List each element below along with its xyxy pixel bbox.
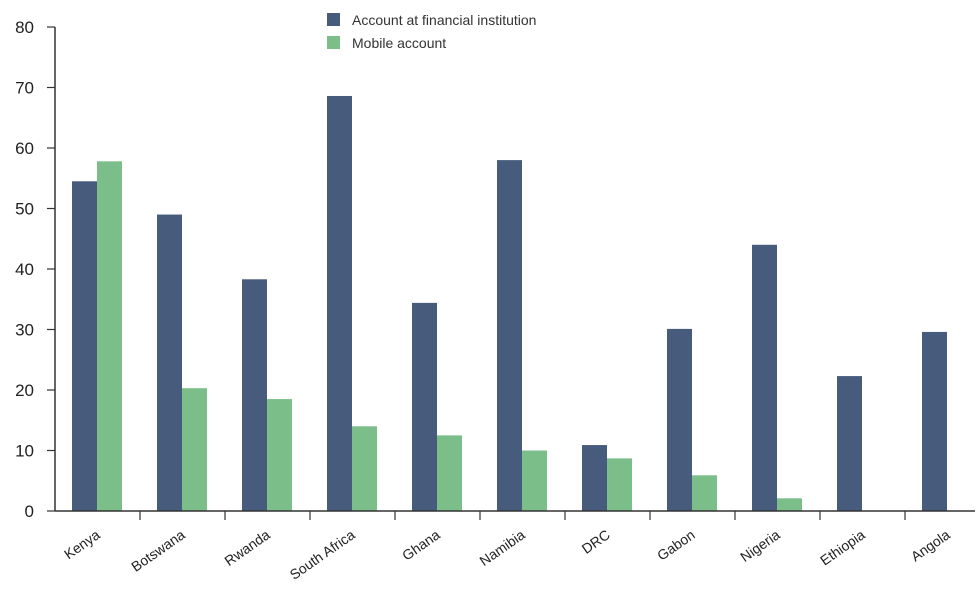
bar-financial-institution bbox=[157, 214, 182, 512]
y-tick-label: 20 bbox=[15, 381, 34, 400]
bar-mobile-account bbox=[267, 399, 292, 511]
y-tick-label: 80 bbox=[15, 18, 34, 37]
bar-financial-institution bbox=[752, 244, 777, 512]
legend-label: Mobile account bbox=[352, 35, 446, 51]
bar-mobile-account bbox=[692, 475, 717, 511]
y-tick-label: 0 bbox=[25, 502, 34, 521]
x-tick-label: Rwanda bbox=[221, 526, 272, 569]
bar-financial-institution bbox=[837, 376, 862, 511]
bar-mobile-account bbox=[522, 450, 547, 511]
y-axis: 0 10 20 30 40 50 60 70 80 bbox=[15, 18, 56, 521]
bars bbox=[72, 95, 947, 512]
y-tick-label: 10 bbox=[15, 442, 34, 461]
y-tick-label: 50 bbox=[15, 200, 34, 219]
x-tick-label: South Africa bbox=[287, 526, 358, 583]
x-tick-label: Ethiopia bbox=[817, 526, 868, 568]
bar-financial-institution bbox=[582, 445, 607, 511]
bar-mobile-account bbox=[182, 388, 207, 511]
x-axis: Kenya Botswana Rwanda South Africa Ghana Nami… bbox=[55, 510, 975, 583]
y-tick-label: 30 bbox=[15, 321, 34, 340]
bar-financial-institution bbox=[922, 331, 947, 511]
legend-swatch bbox=[327, 13, 340, 26]
x-tick-label: Ghana bbox=[399, 526, 443, 563]
legend-swatch bbox=[327, 36, 340, 49]
x-tick-label: Kenya bbox=[61, 526, 103, 562]
legend: Account at financial institution Mobile a… bbox=[327, 12, 536, 51]
bar-financial-institution bbox=[412, 302, 437, 511]
x-tick-label: Botswana bbox=[128, 526, 188, 574]
bar-mobile-account bbox=[352, 426, 377, 511]
bar-mobile-account bbox=[97, 161, 122, 511]
bar-financial-institution bbox=[497, 160, 522, 511]
x-tick-label: Angola bbox=[908, 526, 953, 564]
bar-financial-institution bbox=[327, 95, 352, 511]
bar-mobile-account bbox=[777, 498, 802, 511]
y-tick-label: 70 bbox=[15, 79, 34, 98]
x-tick-label: Namibia bbox=[476, 526, 527, 569]
y-tick-label: 60 bbox=[15, 139, 34, 158]
x-tick-label: DRC bbox=[579, 526, 613, 557]
bar-financial-institution bbox=[242, 279, 267, 511]
legend-label: Account at financial institution bbox=[352, 12, 536, 28]
x-tick-label: Gabon bbox=[654, 526, 698, 563]
bar-financial-institution bbox=[72, 181, 97, 511]
x-tick-label: Nigeria bbox=[737, 526, 783, 565]
bar-financial-institution bbox=[667, 328, 692, 511]
bar-mobile-account bbox=[607, 458, 632, 511]
bar-mobile-account bbox=[437, 435, 462, 511]
y-tick-label: 40 bbox=[15, 260, 34, 279]
